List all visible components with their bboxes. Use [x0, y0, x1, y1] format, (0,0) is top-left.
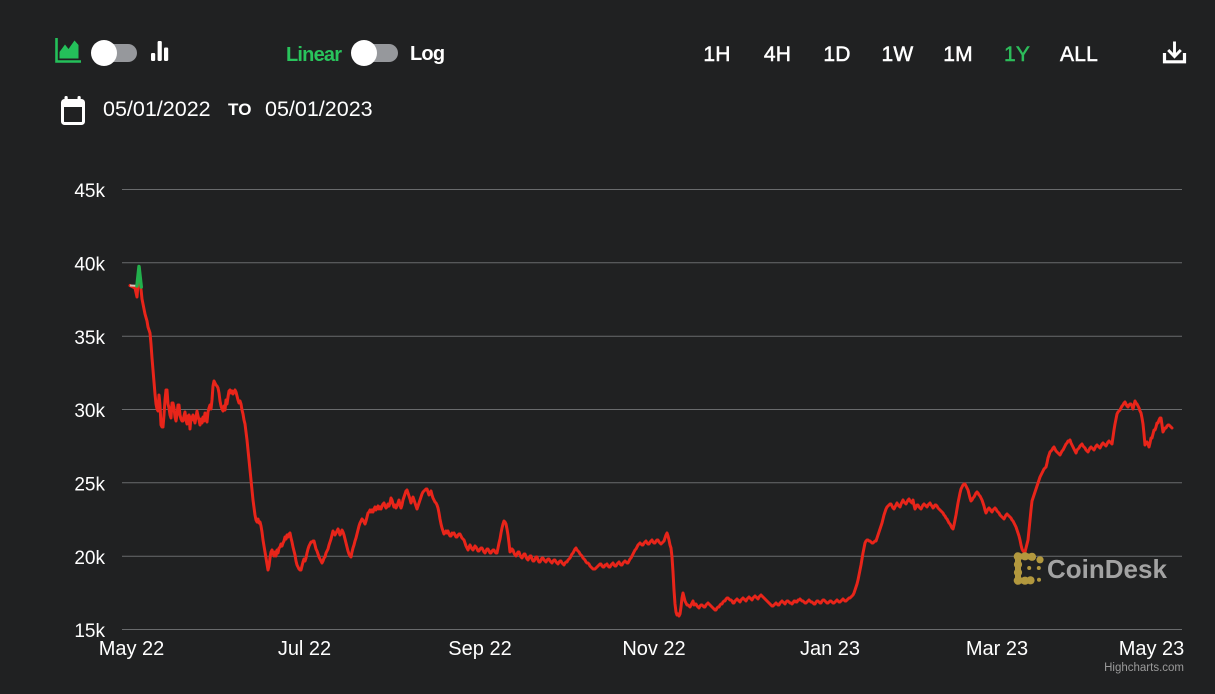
- svg-text:20k: 20k: [74, 548, 105, 569]
- svg-text:May 23: May 23: [1119, 638, 1185, 660]
- svg-text:30k: 30k: [74, 401, 105, 422]
- svg-text:40k: 40k: [74, 255, 105, 276]
- svg-text:15k: 15k: [74, 621, 105, 642]
- svg-text:45k: 45k: [74, 181, 105, 202]
- svg-text:Highcharts.com: Highcharts.com: [1104, 662, 1184, 674]
- svg-text:Jan 23: Jan 23: [800, 638, 860, 660]
- svg-text:CoinDesk: CoinDesk: [1047, 554, 1167, 584]
- svg-text:Nov 22: Nov 22: [622, 638, 685, 660]
- svg-text:25k: 25k: [74, 475, 105, 496]
- svg-text:May 22: May 22: [99, 638, 165, 660]
- svg-text:Sep 22: Sep 22: [448, 638, 511, 660]
- svg-text:35k: 35k: [74, 328, 105, 349]
- svg-text:Mar 23: Mar 23: [966, 638, 1028, 660]
- svg-text:Jul 22: Jul 22: [278, 638, 331, 660]
